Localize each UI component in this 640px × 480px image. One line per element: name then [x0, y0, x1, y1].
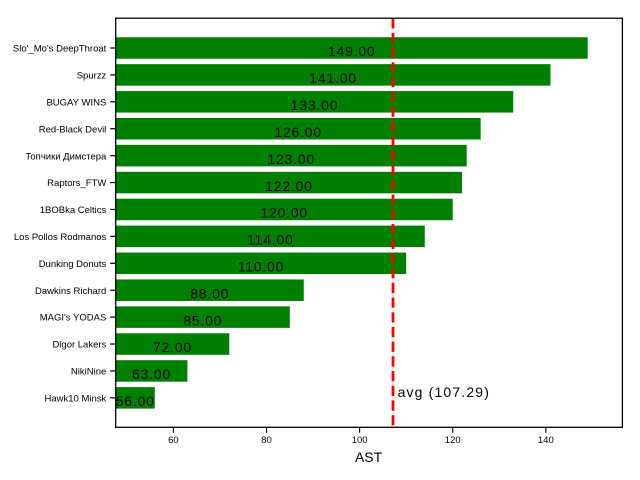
svg-text:Hawk10 Minsk: Hawk10 Minsk	[45, 393, 107, 404]
svg-text:63.00: 63.00	[132, 366, 171, 382]
svg-text:60: 60	[168, 435, 179, 446]
svg-text:Digor Lakers: Digor Lakers	[52, 340, 106, 351]
svg-text:1BOBka Celtics: 1BOBka Celtics	[40, 205, 107, 216]
svg-text:72.00: 72.00	[153, 339, 192, 355]
svg-text:Red-Black Devil: Red-Black Devil	[39, 124, 107, 135]
svg-text:140: 140	[538, 435, 554, 446]
svg-text:80: 80	[261, 435, 272, 446]
svg-text:100: 100	[352, 435, 368, 446]
svg-text:Raptors_FTW: Raptors_FTW	[47, 178, 106, 189]
svg-text:133.00: 133.00	[291, 97, 339, 113]
svg-text:56.00: 56.00	[116, 393, 155, 409]
svg-text:88.00: 88.00	[190, 285, 229, 301]
svg-text:141.00: 141.00	[309, 70, 357, 86]
svg-text:123.00: 123.00	[267, 151, 315, 167]
svg-text:114.00: 114.00	[247, 232, 294, 248]
svg-text:149.00: 149.00	[328, 43, 376, 59]
svg-text:110.00: 110.00	[238, 259, 285, 275]
svg-text:122.00: 122.00	[265, 178, 313, 194]
svg-text:120.00: 120.00	[260, 205, 308, 221]
svg-text:NikiNine: NikiNine	[71, 367, 106, 378]
svg-text:Dawkins Richard: Dawkins Richard	[35, 286, 106, 297]
svg-text:Spurzz: Spurzz	[77, 71, 107, 82]
svg-text:Топчики Димстера: Топчики Димстера	[25, 151, 107, 162]
svg-text:avg (107.29): avg (107.29)	[398, 384, 490, 400]
svg-text:85.00: 85.00	[183, 312, 222, 328]
svg-text:Los Pollos Rodmanos: Los Pollos Rodmanos	[14, 232, 107, 243]
svg-text:MAGI's YODAS: MAGI's YODAS	[40, 313, 107, 324]
svg-text:Dunking Donuts: Dunking Donuts	[39, 259, 107, 270]
svg-text:BUGAY WINS: BUGAY WINS	[46, 97, 106, 108]
svg-text:126.00: 126.00	[274, 124, 322, 140]
svg-text:AST: AST	[355, 449, 383, 465]
svg-text:120: 120	[445, 435, 461, 446]
svg-text:Slo'_Mo's DeepThroat: Slo'_Mo's DeepThroat	[13, 44, 107, 55]
